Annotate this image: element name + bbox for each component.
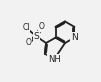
Text: NH: NH [48,55,61,64]
Text: O: O [39,22,45,31]
Text: S: S [33,32,39,41]
Text: N: N [71,33,78,42]
Text: O: O [25,38,31,47]
Text: Cl: Cl [22,23,30,32]
